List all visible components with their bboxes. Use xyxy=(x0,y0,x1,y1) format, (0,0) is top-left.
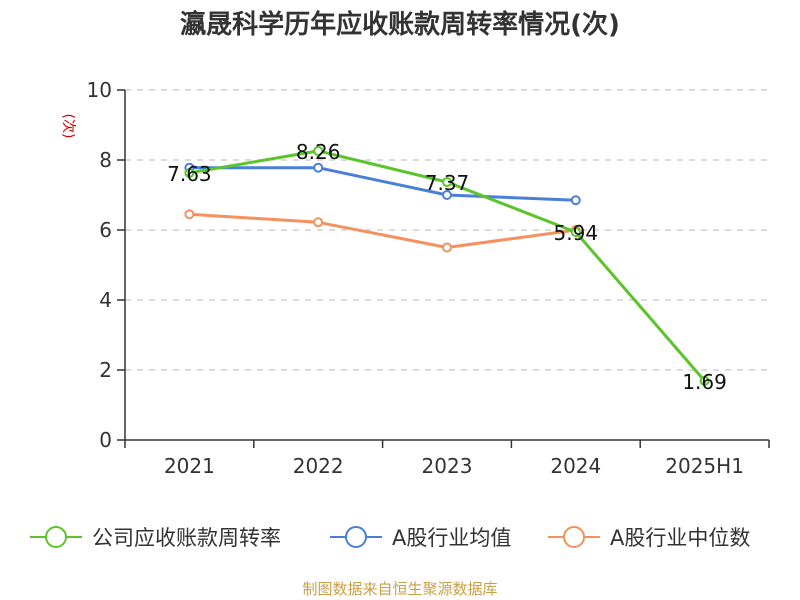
data-label: 5.94 xyxy=(554,221,599,245)
data-label: 8.26 xyxy=(296,140,341,164)
x-tick-label: 2023 xyxy=(422,454,473,478)
legend-label: 公司应收账款周转率 xyxy=(92,526,281,550)
data-point[interactable] xyxy=(442,177,452,188)
series-lines xyxy=(184,145,710,386)
data-point[interactable] xyxy=(699,375,710,386)
x-tick-label: 2025H1 xyxy=(665,454,744,478)
y-tick-label: 2 xyxy=(99,358,112,382)
grid-lines xyxy=(125,89,769,371)
legend-label: A股行业中位数 xyxy=(610,526,750,550)
legend-marker xyxy=(563,526,585,548)
data-point[interactable] xyxy=(442,242,452,253)
data-point[interactable] xyxy=(313,145,324,156)
legend-item[interactable]: A股行业中位数 xyxy=(548,526,750,550)
data-source-note: 制图数据来自恒生聚源数据库 xyxy=(302,580,497,598)
axes: 0 2 4 6 8 10 2021 2022 2023 2024 2025H1 xyxy=(87,78,770,478)
data-point[interactable] xyxy=(570,227,581,238)
x-tick-label: 2021 xyxy=(164,454,215,478)
legend-marker xyxy=(345,526,367,548)
series-line xyxy=(189,212,577,249)
data-point[interactable] xyxy=(184,167,195,178)
y-tick-label: 10 xyxy=(87,78,112,102)
x-tick-label: 2022 xyxy=(293,454,344,478)
legend-item[interactable]: A股行业均值 xyxy=(330,526,511,550)
data-point[interactable] xyxy=(313,217,324,228)
data-point[interactable] xyxy=(184,209,195,220)
x-tick-label: 2024 xyxy=(550,454,601,478)
legend-item[interactable]: 公司应收账款周转率 xyxy=(30,526,281,550)
y-axis-unit: (次) xyxy=(60,114,76,139)
series-line xyxy=(189,166,576,202)
data-point[interactable] xyxy=(570,195,581,206)
legend[interactable]: 公司应收账款周转率 A股行业均值 A股行业中位数 xyxy=(30,526,750,550)
data-point[interactable] xyxy=(442,190,452,200)
y-tick-label: 8 xyxy=(99,148,112,172)
chart-title: 瀛晟科学历年应收账款周转率情况(次) xyxy=(180,9,620,40)
y-tick-label: 0 xyxy=(99,428,112,452)
data-label: 7.63 xyxy=(167,162,212,186)
data-label: 1.69 xyxy=(682,370,727,394)
data-labels: 7.63 8.26 7.37 5.94 1.69 xyxy=(167,140,727,394)
legend-label: A股行业均值 xyxy=(392,526,511,550)
legend-marker xyxy=(45,526,67,548)
data-point[interactable] xyxy=(313,162,324,173)
y-tick-label: 6 xyxy=(99,218,112,242)
y-tick-label: 4 xyxy=(99,288,112,312)
data-label: 7.37 xyxy=(425,171,470,195)
